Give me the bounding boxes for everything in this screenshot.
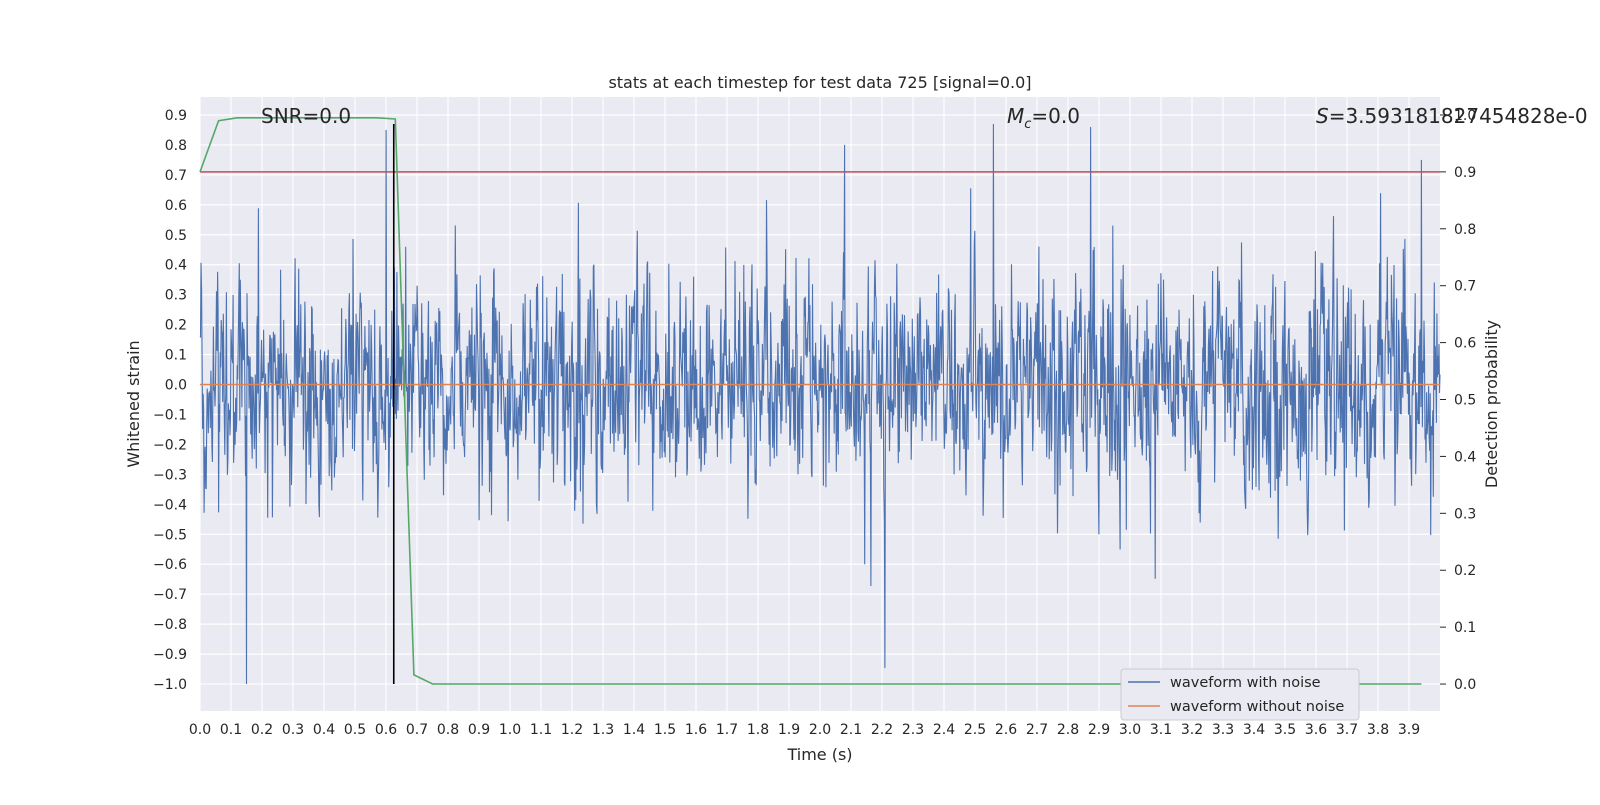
x-tick-label: 1.0 [499, 722, 521, 738]
s-annotation: S=3.593181827454828e-0 [1316, 104, 1588, 128]
mc-annotation: Mc=0.0 [1007, 104, 1080, 132]
y-axis-label-right: Detection probability [1482, 320, 1501, 488]
y-tick-label-left: 0.1 [165, 348, 187, 364]
x-tick-label: 2.8 [1057, 722, 1079, 738]
x-tick-label: 2.5 [964, 722, 986, 738]
legend-label-noise: waveform with noise [1170, 675, 1321, 691]
y-tick-label-right: 0.7 [1454, 279, 1476, 295]
y-tick-label-left: −0.8 [153, 617, 187, 633]
x-tick-label: 3.8 [1367, 722, 1389, 738]
y-tick-label-left: −0.1 [153, 407, 187, 423]
x-tick-label: 0.5 [344, 722, 366, 738]
legend: waveform with noise waveform without noi… [1120, 668, 1360, 721]
y-tick-label-left: −0.6 [153, 557, 187, 573]
y-tick-label-left: −1.0 [153, 677, 187, 693]
x-tick-label: 0.3 [282, 722, 304, 738]
y-tick-label-right: 0.5 [1454, 393, 1476, 409]
x-tick-label: 0.8 [437, 722, 459, 738]
series-layer [199, 117, 1441, 685]
y-tick-label-left: −0.2 [153, 437, 187, 453]
x-tick-label: 1.8 [747, 722, 769, 738]
x-tick-label: 1.7 [716, 722, 738, 738]
y-tick-label-right: 0.4 [1454, 449, 1476, 465]
x-tick-label: 2.7 [1026, 722, 1048, 738]
y-tick-label-right: 0.1 [1454, 620, 1476, 636]
legend-box [1120, 668, 1360, 721]
x-tick-label: 0.1 [220, 722, 242, 738]
x-tick-label: 2.3 [902, 722, 924, 738]
legend-label-clean: waveform without noise [1170, 699, 1344, 715]
mc-symbol: M [1007, 104, 1024, 128]
y-tick-label-left: −0.4 [153, 497, 187, 513]
y-axis-label-left: Whitened strain [124, 340, 143, 467]
x-tick-label: 2.0 [809, 722, 831, 738]
x-tick-label: 0.2 [251, 722, 273, 738]
x-tick-label: 0.7 [406, 722, 428, 738]
x-tick-label: 3.4 [1243, 722, 1265, 738]
y-tick-label-left: −0.7 [153, 587, 187, 603]
snr-annotation: SNR=0.0 [261, 104, 351, 128]
x-tick-label: 3.6 [1305, 722, 1327, 738]
y-tick-label-right: 0.3 [1454, 506, 1476, 522]
x-tick-label: 1.6 [685, 722, 707, 738]
y-tick-label-left: 0.5 [165, 228, 187, 244]
y-tick-label-left: −0.9 [153, 647, 187, 663]
y-tick-label-left: −0.5 [153, 527, 187, 543]
x-tick-label: 3.5 [1274, 722, 1296, 738]
series-line-detection-probability [199, 117, 1422, 685]
s-value: =3.593181827454828e-0 [1329, 104, 1588, 128]
y-tick-label-right: 0.6 [1454, 336, 1476, 352]
series-line-waveform-with-noise [199, 123, 1441, 685]
y-tick-label-left: 0.8 [165, 138, 187, 154]
x-tick-label: 1.1 [530, 722, 552, 738]
x-tick-label: 2.6 [995, 722, 1017, 738]
x-tick-label: 1.9 [778, 722, 800, 738]
s-symbol: S [1316, 104, 1329, 128]
y-tick-label-right: 0.9 [1454, 165, 1476, 181]
y-tick-label-left: 0.9 [165, 108, 187, 124]
y-tick-label-right: 0.0 [1454, 677, 1476, 693]
x-tick-label: 3.3 [1212, 722, 1234, 738]
y-tick-label-left: 0.6 [165, 198, 187, 214]
x-tick-label: 3.2 [1181, 722, 1203, 738]
y-tick-label-left: 0.2 [165, 318, 187, 334]
mc-value: =0.0 [1031, 104, 1080, 128]
y-tick-label-right: 1.0 [1454, 108, 1476, 124]
x-tick-label: 3.1 [1150, 722, 1172, 738]
x-tick-label: 2.4 [933, 722, 955, 738]
x-tick-label: 0.6 [375, 722, 397, 738]
ticks-layer: 0.0 0.1 0.2 0.3 0.4 0.5 0.6 0.7 0.8 0.9 1.0 1.1 1.2 1… [153, 108, 1476, 738]
x-tick-label: 0.0 [189, 722, 211, 738]
x-tick-label: 1.3 [592, 722, 614, 738]
x-tick-label: 2.9 [1088, 722, 1110, 738]
x-tick-label: 0.4 [313, 722, 335, 738]
mc-subscript: c [1024, 117, 1031, 132]
x-tick-label: 2.1 [840, 722, 862, 738]
x-tick-label: 1.5 [654, 722, 676, 738]
y-tick-label-left: 0.3 [165, 288, 187, 304]
y-tick-label-left: −0.3 [153, 467, 187, 483]
x-tick-label: 3.7 [1336, 722, 1358, 738]
x-tick-label: 2.2 [871, 722, 893, 738]
x-tick-label: 0.9 [468, 722, 490, 738]
x-tick-label: 1.2 [561, 722, 583, 738]
x-tick-label: 3.9 [1398, 722, 1420, 738]
x-axis-label: Time (s) [786, 745, 852, 764]
y-tick-label-left: 0.7 [165, 168, 187, 184]
y-tick-label-right: 0.2 [1454, 563, 1476, 579]
y-tick-label-right: 0.8 [1454, 222, 1476, 238]
y-tick-label-left: 0.4 [165, 258, 187, 274]
x-tick-label: 3.0 [1119, 722, 1141, 738]
x-tick-label: 1.4 [623, 722, 645, 738]
chart-title: stats at each timestep for test data 725… [608, 73, 1031, 92]
y-tick-label-left: 0.0 [165, 378, 187, 394]
